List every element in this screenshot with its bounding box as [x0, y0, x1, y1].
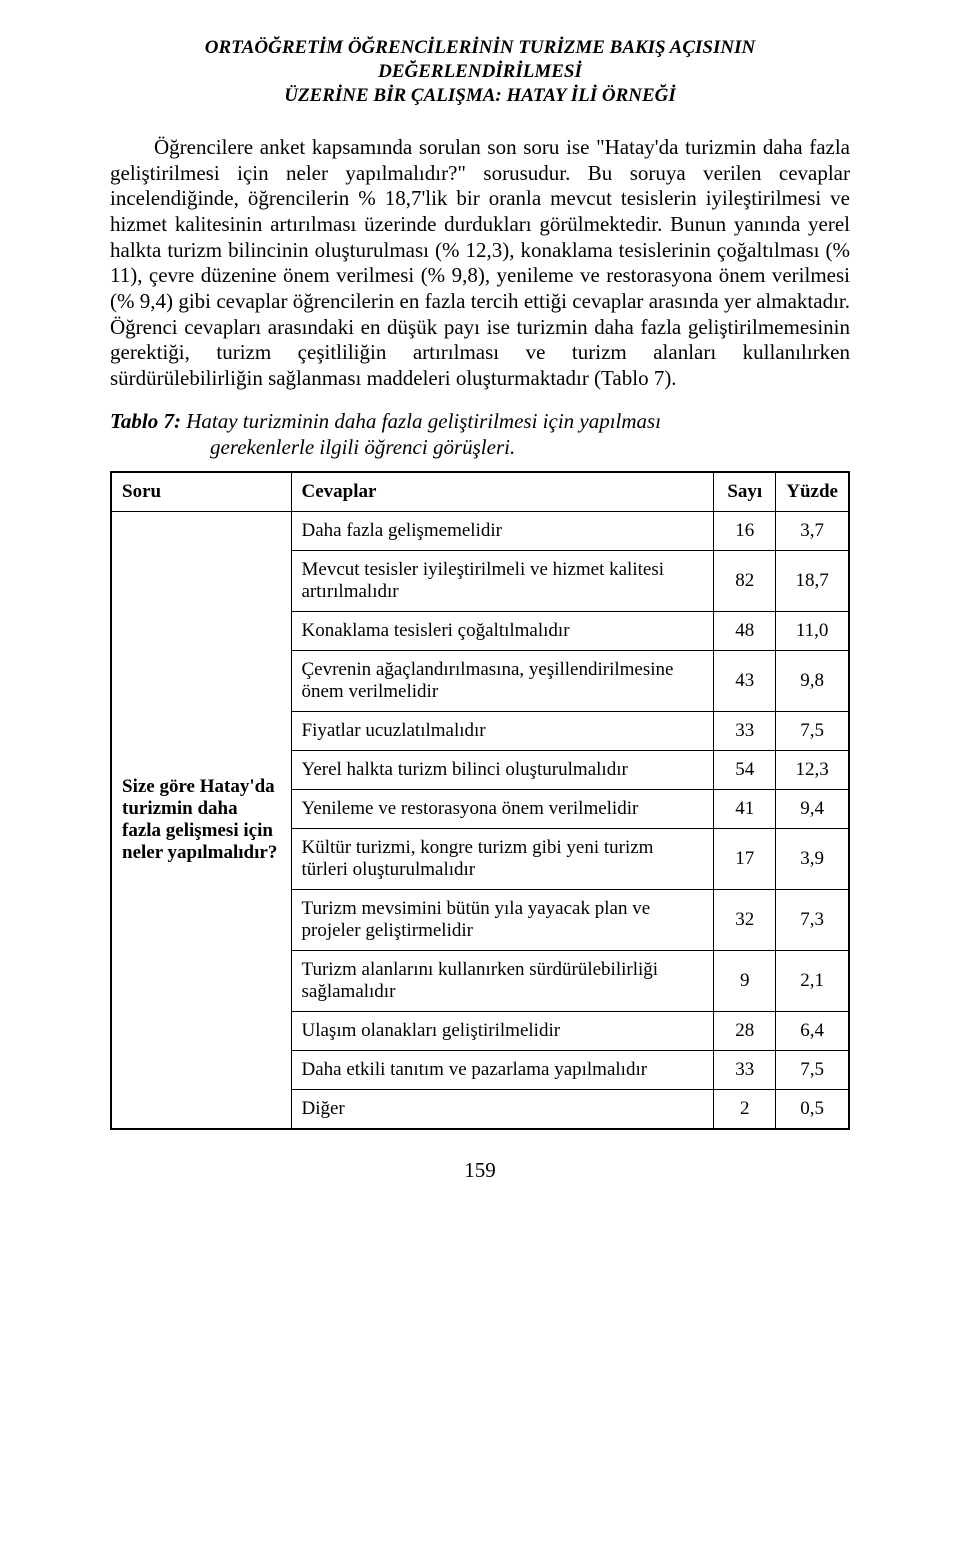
col-header-cevaplar: Cevaplar — [291, 472, 714, 512]
table-row: Size göre Hatay'da turizmin daha fazla g… — [111, 511, 849, 550]
cevap-cell: Fiyatlar ucuzlatılmalıdır — [291, 711, 714, 750]
sayi-cell: 48 — [714, 611, 776, 650]
sayi-cell: 41 — [714, 789, 776, 828]
data-table: Soru Cevaplar Sayı Yüzde Size göre Hatay… — [110, 471, 850, 1130]
col-header-soru: Soru — [111, 472, 291, 512]
table-caption-rest-b: gerekenlerle ilgili öğrenci görüşleri. — [110, 435, 850, 461]
running-header-line1: ORTAÖĞRETİM ÖĞRENCİLERİNİN TURİZME BAKIŞ… — [110, 36, 850, 84]
sayi-cell: 28 — [714, 1011, 776, 1050]
yuzde-cell: 12,3 — [776, 750, 849, 789]
sayi-cell: 54 — [714, 750, 776, 789]
yuzde-cell: 6,4 — [776, 1011, 849, 1050]
cevap-cell: Diğer — [291, 1089, 714, 1129]
cevap-cell: Turizm alanlarını kullanırken sürdürüleb… — [291, 950, 714, 1011]
running-header-line2: ÜZERİNE BİR ÇALIŞMA: HATAY İLİ ÖRNEĞİ — [110, 84, 850, 108]
soru-cell: Size göre Hatay'da turizmin daha fazla g… — [111, 511, 291, 1129]
cevap-cell: Daha fazla gelişmemelidir — [291, 511, 714, 550]
yuzde-cell: 9,8 — [776, 650, 849, 711]
yuzde-cell: 7,5 — [776, 1050, 849, 1089]
sayi-cell: 82 — [714, 550, 776, 611]
cevap-cell: Yerel halkta turizm bilinci oluşturulmal… — [291, 750, 714, 789]
col-header-yuzde: Yüzde — [776, 472, 849, 512]
sayi-cell: 17 — [714, 828, 776, 889]
cevap-cell: Çevrenin ağaçlandırılmasına, yeşillendir… — [291, 650, 714, 711]
table-caption: Tablo 7: Hatay turizminin daha fazla gel… — [110, 409, 850, 460]
cevap-cell: Turizm mevsimini bütün yıla yayacak plan… — [291, 889, 714, 950]
page-number: 159 — [110, 1158, 850, 1183]
table-caption-rest-a: Hatay turizminin daha fazla geliştirilme… — [186, 409, 661, 433]
cevap-cell: Daha etkili tanıtım ve pazarlama yapılma… — [291, 1050, 714, 1089]
cevap-cell: Konaklama tesisleri çoğaltılmalıdır — [291, 611, 714, 650]
table-caption-lead: Tablo 7: — [110, 409, 181, 433]
body-paragraph: Öğrencilere anket kapsamında sorulan son… — [110, 135, 850, 391]
cevap-cell: Kültür turizmi, kongre turizm gibi yeni … — [291, 828, 714, 889]
yuzde-cell: 0,5 — [776, 1089, 849, 1129]
running-header: ORTAÖĞRETİM ÖĞRENCİLERİNİN TURİZME BAKIŞ… — [110, 36, 850, 107]
cevap-cell: Ulaşım olanakları geliştirilmelidir — [291, 1011, 714, 1050]
sayi-cell: 32 — [714, 889, 776, 950]
sayi-cell: 33 — [714, 1050, 776, 1089]
yuzde-cell: 2,1 — [776, 950, 849, 1011]
cevap-cell: Yenileme ve restorasyona önem verilmelid… — [291, 789, 714, 828]
yuzde-cell: 7,3 — [776, 889, 849, 950]
yuzde-cell: 18,7 — [776, 550, 849, 611]
sayi-cell: 43 — [714, 650, 776, 711]
sayi-cell: 9 — [714, 950, 776, 1011]
sayi-cell: 2 — [714, 1089, 776, 1129]
yuzde-cell: 9,4 — [776, 789, 849, 828]
yuzde-cell: 3,9 — [776, 828, 849, 889]
sayi-cell: 16 — [714, 511, 776, 550]
table-header-row: Soru Cevaplar Sayı Yüzde — [111, 472, 849, 512]
yuzde-cell: 11,0 — [776, 611, 849, 650]
cevap-cell: Mevcut tesisler iyileştirilmeli ve hizme… — [291, 550, 714, 611]
table-body: Size göre Hatay'da turizmin daha fazla g… — [111, 511, 849, 1129]
yuzde-cell: 7,5 — [776, 711, 849, 750]
col-header-sayi: Sayı — [714, 472, 776, 512]
sayi-cell: 33 — [714, 711, 776, 750]
yuzde-cell: 3,7 — [776, 511, 849, 550]
